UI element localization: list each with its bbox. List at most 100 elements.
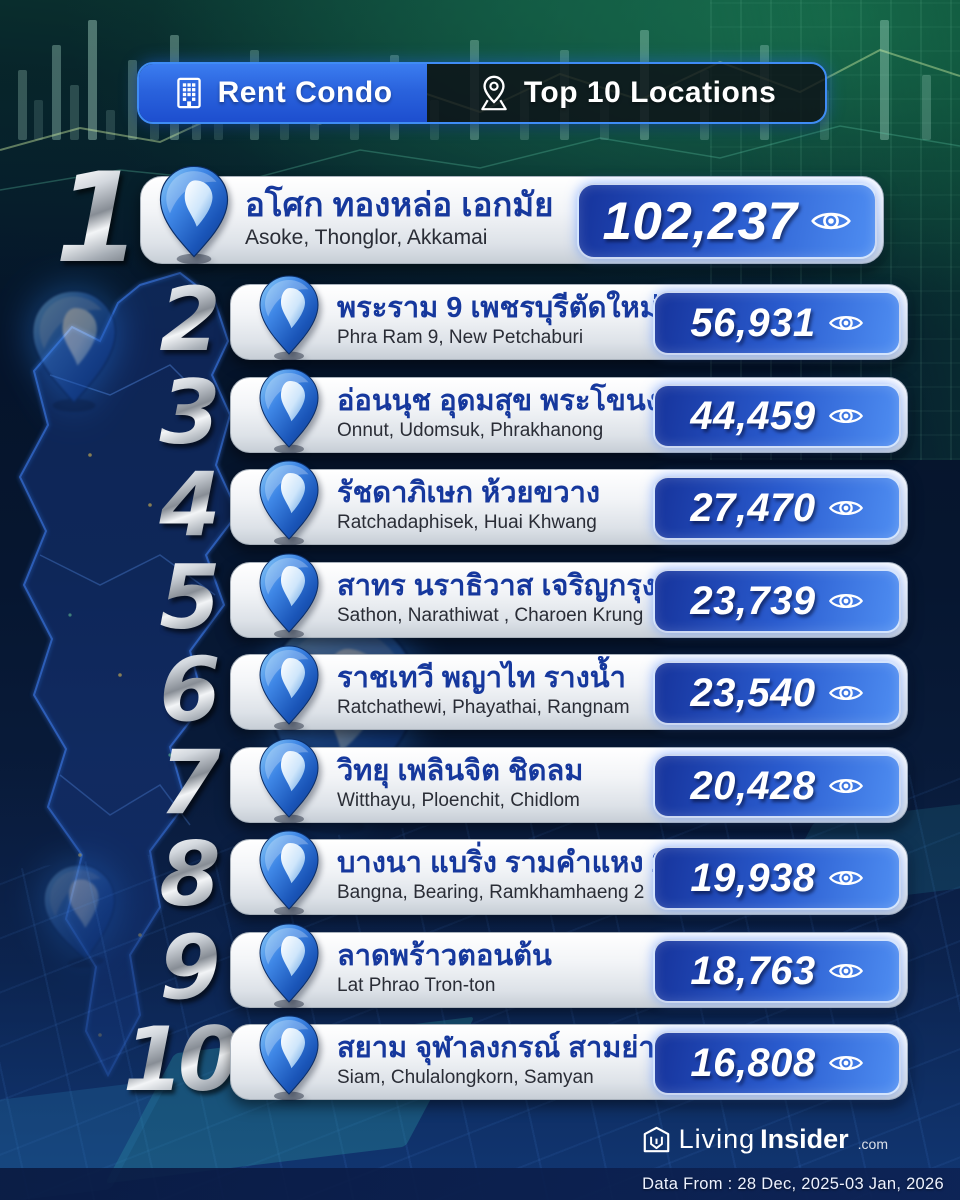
footer-bar: Data From : 28 Dec, 2025-03 Jan, 2026 (0, 1168, 960, 1200)
location-names: สาทร นราธิวาส เจริญกรุง Sathon, Narathiw… (337, 569, 656, 628)
location-name-english: Siam, Chulalongkorn, Samyan (337, 1067, 594, 1088)
rank-number: 1 (48, 157, 148, 281)
location-names: สยาม จุฬาลงกรณ์ สามย่าน Siam, Chulalongk… (337, 1031, 674, 1090)
location-card: สาทร นราธิวาส เจริญกรุง Sathon, Narathiw… (230, 562, 908, 638)
views-badge: 20,428 (653, 754, 901, 818)
map-pin-3d-icon (257, 829, 321, 917)
views-count: 102,237 (602, 191, 798, 251)
views-count: 44,459 (690, 393, 816, 438)
logo-text-living: Living (678, 1124, 756, 1154)
rank-number: 3 (146, 369, 234, 457)
location-names: อ่อนนุช อุดมสุข พระโขนง Onnut, Udomsuk, … (337, 384, 660, 443)
location-name-thai: รัชดาภิเษก ห้วยขวาง (337, 477, 601, 509)
rank-number: 5 (146, 554, 234, 642)
location-name-thai: บางนา แบริ่ง รามคำแหง 2 (337, 847, 668, 879)
rent-condo-badge: Rent Condo (139, 64, 428, 122)
map-pin-3d-icon (257, 274, 321, 362)
eye-icon (828, 311, 864, 335)
ranking-row: 1 อโศก ทองหล่อ เอกมัย Asoke, Thonglor, A… (0, 157, 960, 281)
views-count: 16,808 (690, 1040, 816, 1085)
building-icon (176, 77, 201, 109)
eye-icon (828, 1051, 864, 1075)
ranking-row: 10 สยาม จุฬาลงกรณ์ สามย่าน Siam, Chulalo… (0, 1015, 960, 1104)
location-name-english: Phra Ram 9, New Petchaburi (337, 327, 584, 348)
eye-icon (828, 866, 864, 890)
location-card: อโศก ทองหล่อ เอกมัย Asoke, Thonglor, Akk… (140, 176, 884, 264)
ranking-row: 6 ราชเทวี พญาไท รางน้ำ Ratchathewi, Phay… (0, 645, 960, 734)
rent-condo-label: Rent Condo (217, 76, 393, 109)
views-badge: 102,237 (577, 183, 877, 259)
location-name-thai: สยาม จุฬาลงกรณ์ สามย่าน (337, 1032, 675, 1064)
views-badge: 19,938 (653, 846, 901, 910)
location-name-thai: ลาดพร้าวตอนต้น (337, 940, 552, 972)
location-name-english: Ratchathewi, Phayathai, Rangnam (337, 697, 630, 718)
eye-icon (828, 589, 864, 613)
location-name-english: Bangna, Bearing, Ramkhamhaeng 2 (337, 882, 645, 903)
location-names: พระราม 9 เพชรบุรีตัดใหม่ Phra Ram 9, New… (337, 291, 659, 350)
location-card: วิทยุ เพลินจิต ชิดลม Witthayu, Ploenchit… (230, 747, 908, 823)
location-card: บางนา แบริ่ง รามคำแหง 2 Bangna, Bearing,… (230, 839, 908, 915)
ranking-row: 4 รัชดาภิเษก ห้วยขวาง Ratchadaphisek, Hu… (0, 460, 960, 549)
top-10-locations-badge: Top 10 Locations (427, 64, 825, 122)
rank-number: 2 (146, 276, 234, 364)
location-card: รัชดาภิเษก ห้วยขวาง Ratchadaphisek, Huai… (230, 469, 908, 545)
location-name-thai: อโศก ทองหล่อ เอกมัย (245, 186, 554, 223)
location-card: สยาม จุฬาลงกรณ์ สามย่าน Siam, Chulalongk… (230, 1024, 908, 1100)
location-name-english: Asoke, Thonglor, Akkamai (245, 226, 488, 249)
ranking-row: 5 สาทร นราธิวาส เจริญกรุง Sathon, Narath… (0, 553, 960, 642)
location-name-english: Lat Phrao Tron-ton (337, 975, 496, 996)
map-pin-3d-icon (257, 922, 321, 1010)
data-range-text: Data From : 28 Dec, 2025-03 Jan, 2026 (642, 1175, 944, 1193)
location-name-english: Witthayu, Ploenchit, Chidlom (337, 790, 580, 811)
views-count: 23,739 (690, 578, 816, 623)
ranking-row: 8 บางนา แบริ่ง รามคำแหง 2 Bangna, Bearin… (0, 830, 960, 919)
location-name-thai: สาทร นราธิวาส เจริญกรุง (337, 570, 656, 602)
location-names: รัชดาภิเษก ห้วยขวาง Ratchadaphisek, Huai… (337, 476, 600, 535)
map-pin-3d-icon (257, 459, 321, 547)
living-insider-logo: Living Insider .com (643, 1124, 888, 1155)
views-count: 19,938 (690, 855, 816, 900)
location-name-thai: พระราม 9 เพชรบุรีตัดใหม่ (337, 292, 659, 324)
views-badge: 16,808 (653, 1031, 901, 1095)
location-name-english: Sathon, Narathiwat , Charoen Krung (337, 605, 644, 626)
views-badge: 56,931 (653, 291, 901, 355)
eye-icon (828, 774, 864, 798)
location-names: อโศก ทองหล่อ เอกมัย Asoke, Thonglor, Akk… (245, 185, 553, 251)
location-card: พระราม 9 เพชรบุรีตัดใหม่ Phra Ram 9, New… (230, 284, 908, 360)
location-names: ลาดพร้าวตอนต้น Lat Phrao Tron-ton (337, 939, 552, 998)
rank-number: 9 (146, 924, 234, 1012)
views-badge: 44,459 (653, 384, 901, 448)
ranking-row: 3 อ่อนนุช อุดมสุข พระโขนง Onnut, Udomsuk… (0, 368, 960, 457)
map-pin-3d-icon (257, 552, 321, 640)
eye-icon (828, 959, 864, 983)
location-name-thai: อ่อนนุช อุดมสุข พระโขนง (337, 385, 660, 417)
views-badge: 18,763 (653, 939, 901, 1003)
views-badge: 23,739 (653, 569, 901, 633)
eye-icon (828, 404, 864, 428)
views-count: 20,428 (690, 763, 816, 808)
eye-icon (828, 496, 864, 520)
views-count: 23,540 (690, 670, 816, 715)
ranking-row: 7 วิทยุ เพลินจิต ชิดลม Witthayu, Ploench… (0, 738, 960, 827)
views-count: 18,763 (690, 948, 816, 993)
map-pin-icon (481, 75, 507, 111)
rank-number: 8 (146, 831, 234, 919)
location-name-english: Onnut, Udomsuk, Phrakhanong (337, 420, 604, 441)
location-names: บางนา แบริ่ง รามคำแหง 2 Bangna, Bearing,… (337, 846, 668, 905)
rank-number: 6 (146, 646, 234, 734)
map-pin-3d-icon (257, 1014, 321, 1102)
location-name-english: Ratchadaphisek, Huai Khwang (337, 512, 597, 533)
map-pin-3d-icon (257, 737, 321, 825)
location-card: ลาดพร้าวตอนต้น Lat Phrao Tron-ton 18,763 (230, 932, 908, 1008)
top-10-locations-label: Top 10 Locations (523, 76, 777, 109)
location-card: ราชเทวี พญาไท รางน้ำ Ratchathewi, Phayat… (230, 654, 908, 730)
header-badges: Rent Condo Top 10 Locations (137, 62, 827, 124)
map-pin-3d-icon (157, 164, 231, 266)
living-insider-house-icon (643, 1126, 669, 1153)
ranking-row: 9 ลาดพร้าวตอนต้น Lat Phrao Tron-ton 18,7… (0, 923, 960, 1012)
eye-icon (810, 207, 852, 235)
logo-text-insider: Insider (760, 1124, 849, 1154)
rank-number: 4 (146, 461, 234, 549)
rank-number: 7 (146, 739, 234, 827)
